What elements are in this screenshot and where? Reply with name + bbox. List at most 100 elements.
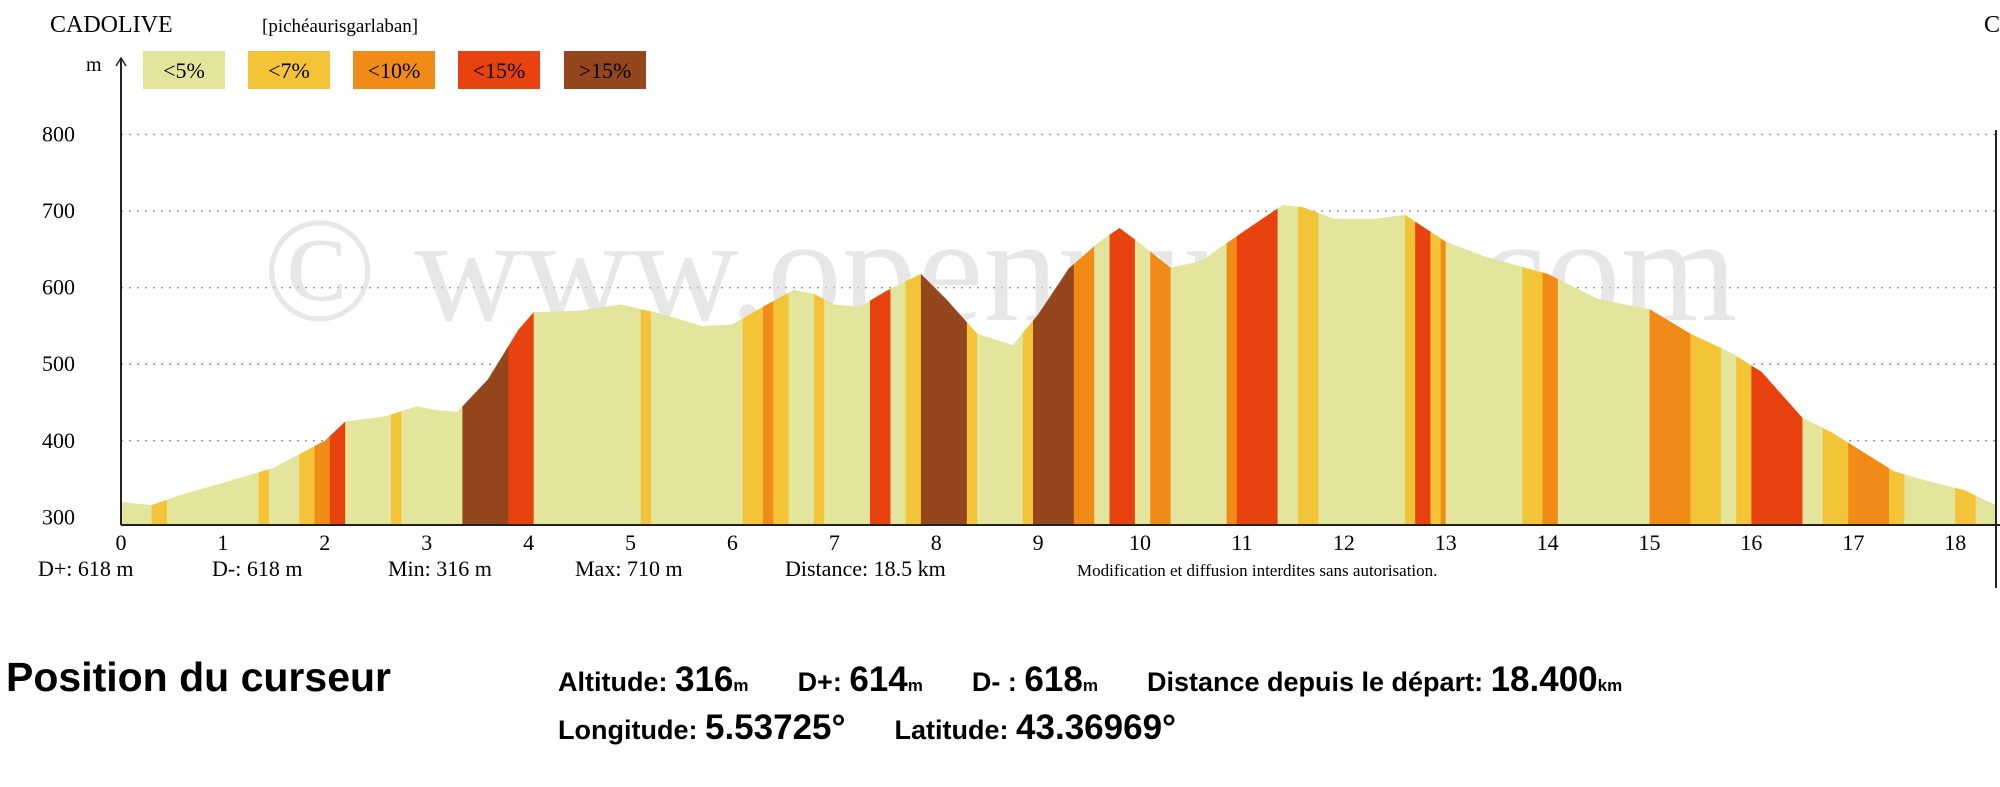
slope-band-54 — [1802, 205, 1824, 525]
legend-item-1: <7% — [248, 51, 330, 89]
slope-band-46 — [1522, 205, 1544, 525]
y-tick-label-500: 500 — [42, 351, 75, 376]
dminus-value: 618 — [1024, 660, 1083, 699]
slope-band-14 — [640, 205, 652, 525]
legend-swatch — [458, 51, 540, 89]
distance-label: Distance depuis le départ: — [1146, 667, 1484, 697]
slope-band-35 — [1170, 205, 1228, 525]
slope-band-42 — [1415, 205, 1432, 525]
x-tick-label-5: 5 — [625, 530, 636, 555]
slope-band-26 — [966, 205, 978, 525]
slope-band-23 — [890, 205, 907, 525]
slope-band-34 — [1150, 205, 1172, 525]
slope-band-47 — [1542, 205, 1559, 525]
x-tick-label-15: 15 — [1639, 530, 1661, 555]
slope-band-28 — [1022, 205, 1034, 525]
x-tick-label-1: 1 — [217, 530, 228, 555]
x-tick-label-14: 14 — [1537, 530, 1559, 555]
start-label: CADOLIVE — [50, 12, 173, 38]
x-tick-label-13: 13 — [1435, 530, 1457, 555]
slope-band-38 — [1277, 205, 1299, 525]
legend-label: <7% — [268, 58, 310, 83]
dplus-unit: m — [907, 676, 923, 695]
dplus-label: D+: — [797, 667, 842, 697]
y-tick-label-600: 600 — [42, 275, 75, 300]
cursor-info-line-1: Altitude: 316m D+: 614m D- : 618m Distan… — [558, 660, 1622, 700]
slope-band-36 — [1226, 205, 1238, 525]
x-tick-label-18: 18 — [1944, 530, 1966, 555]
x-tick-label-2: 2 — [319, 530, 330, 555]
slope-band-59 — [1955, 205, 1977, 525]
legend-item-2: <10% — [353, 51, 435, 89]
altitude-unit: m — [733, 676, 749, 695]
slope-band-40 — [1318, 205, 1406, 525]
slope-band-2 — [166, 205, 260, 525]
x-tick-label-4: 4 — [523, 530, 534, 555]
x-tick-label-0: 0 — [116, 530, 127, 555]
legend-swatch — [564, 51, 646, 89]
dplus-value: 614 — [849, 660, 908, 699]
slope-band-44 — [1440, 205, 1447, 525]
slope-band-45 — [1445, 205, 1523, 525]
latitude-label: Latitude: — [894, 715, 1009, 745]
slope-band-55 — [1822, 205, 1849, 525]
slope-band-52 — [1736, 205, 1752, 525]
end-label: C — [1984, 12, 2000, 38]
x-tick-label-17: 17 — [1842, 530, 1864, 555]
slope-band-58 — [1904, 205, 1956, 525]
x-tick-label-16: 16 — [1740, 530, 1762, 555]
cursor-info-line-2: Longitude: 5.53725° Latitude: 43.36969° — [558, 708, 1176, 748]
legend-item-0: <5% — [143, 51, 225, 89]
slope-band-33 — [1134, 205, 1151, 525]
x-tick-label-6: 6 — [727, 530, 738, 555]
slope-band-32 — [1109, 205, 1136, 525]
dminus-label: D- : — [971, 667, 1017, 697]
legend-swatch — [353, 51, 435, 89]
slope-band-17 — [763, 205, 774, 525]
y-tick-label-800: 800 — [42, 122, 75, 147]
axis-ticks: 0 1 2 3 4 5 6 7 8 9 10 11 12 13 14 15 16 17 18300400500600… — [42, 122, 1966, 555]
cursor-position-title: Position du curseur — [6, 654, 391, 700]
slope-band-60 — [1975, 205, 1996, 525]
longitude-value: 5.53725° — [704, 708, 846, 747]
legend-swatch — [143, 51, 225, 89]
stat-min: Min: 316 m — [388, 556, 492, 581]
longitude-label: Longitude: — [558, 715, 698, 745]
x-tick-label-3: 3 — [421, 530, 432, 555]
legend-label: <15% — [473, 58, 526, 83]
slope-band-39 — [1298, 205, 1319, 525]
slope-band-37 — [1236, 205, 1279, 525]
slope-band-30 — [1073, 205, 1095, 525]
elevation-profile-chart[interactable]: © www.openrunner.com 0 1 2 3 4 5 6 7 8 9 10 11 12 13 1… — [0, 0, 2000, 600]
y-axis-unit: m — [86, 54, 102, 76]
latitude-value: 43.36969° — [1016, 708, 1177, 747]
x-tick-label-10: 10 — [1129, 530, 1151, 555]
legend-item-4: >15% — [564, 51, 646, 89]
slope-band-43 — [1430, 205, 1442, 525]
x-tick-label-11: 11 — [1231, 530, 1252, 555]
slope-band-56 — [1848, 205, 1890, 525]
y-tick-label-400: 400 — [42, 428, 75, 453]
slope-band-24 — [905, 205, 922, 525]
slope-legend: <5% <7% <10% <15% >15% — [143, 51, 646, 89]
stat-max: Max: 710 m — [575, 556, 683, 581]
route-label: [pichéaurisgarlaban] — [262, 16, 418, 37]
slope-band-53 — [1751, 205, 1803, 525]
slope-band-57 — [1889, 205, 1905, 525]
x-tick-label-9: 9 — [1033, 530, 1044, 555]
y-tick-label-300: 300 — [42, 504, 75, 529]
legend-swatch — [248, 51, 330, 89]
altitude-label: Altitude: — [558, 667, 668, 697]
x-tick-label-8: 8 — [931, 530, 942, 555]
legend-label: >15% — [579, 58, 632, 83]
altitude-value: 316 — [675, 660, 734, 699]
copyright-notice: Modification et diffusion interdites san… — [1077, 561, 1437, 580]
x-tick-label-12: 12 — [1333, 530, 1355, 555]
stat-dminus: D-: 618 m — [212, 556, 302, 581]
distance-value: 18.400 — [1490, 660, 1598, 699]
y-axis-arrow — [115, 56, 127, 67]
stat-dplus: D+: 618 m — [38, 556, 134, 581]
legend-label: <5% — [163, 58, 205, 83]
slope-band-20 — [813, 205, 825, 525]
y-tick-label-700: 700 — [42, 198, 75, 223]
